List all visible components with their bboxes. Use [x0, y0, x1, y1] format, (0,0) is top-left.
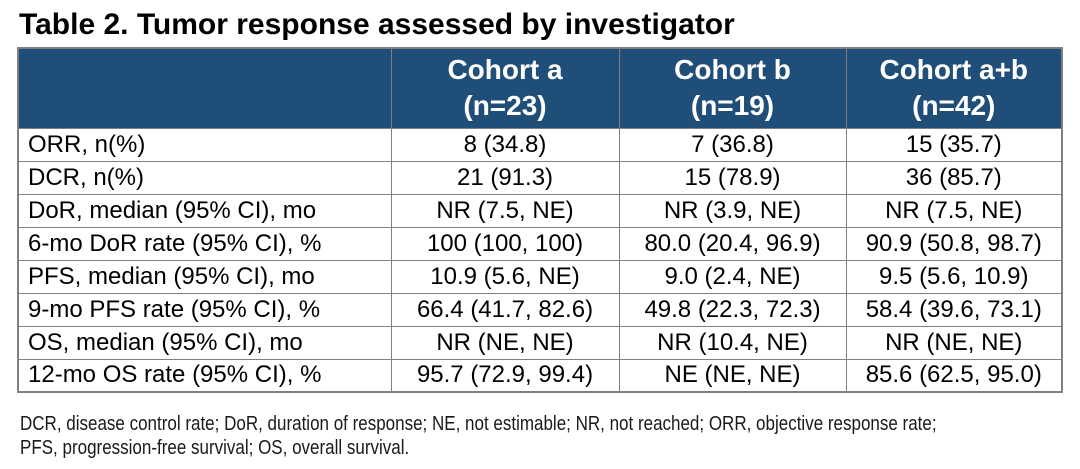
value-cell: 100 (100, 100): [390, 226, 620, 261]
value-cell: 80.0 (20.4, 96.9): [618, 226, 847, 261]
row-label: OS, median (95% CI), mo: [17, 325, 392, 360]
row-label: 9-mo PFS rate (95% CI), %: [17, 292, 392, 327]
table-row-dor-median: DoR, median (95% CI), mo NR (7.5, NE) NR…: [17, 193, 1063, 228]
header-cohort-a: Cohort a (n=23): [390, 47, 620, 129]
table-title: Table 2. Tumor response assessed by inve…: [19, 8, 735, 41]
value-cell: 90.9 (50.8, 98.7): [845, 226, 1063, 261]
cohort-b-n: (n=19): [690, 90, 775, 122]
value-cell: 9.0 (2.4, NE): [618, 259, 847, 294]
cohort-ab-name: Cohort a+b: [879, 54, 1029, 86]
table-header: Cohort a (n=23) Cohort b (n=19) Cohort a…: [17, 47, 1063, 129]
value-cell: NR (7.5, NE): [390, 193, 620, 228]
value-cell: 95.7 (72.9, 99.4): [390, 358, 620, 393]
value-cell: 9.5 (5.6, 10.9): [845, 259, 1063, 294]
value-cell: 49.8 (22.3, 72.3): [618, 292, 847, 327]
abbreviations-footnote: DCR, disease control rate; DoR, duration…: [20, 412, 937, 460]
tumor-response-table: Cohort a (n=23) Cohort b (n=19) Cohort a…: [17, 47, 1063, 393]
footnote-line-1: DCR, disease control rate; DoR, duration…: [20, 413, 937, 435]
value-cell: NR (7.5, NE): [845, 193, 1063, 228]
row-label: ORR, n(%): [17, 127, 392, 162]
value-cell: 66.4 (41.7, 82.6): [390, 292, 620, 327]
row-label: DoR, median (95% CI), mo: [17, 193, 392, 228]
table-row-os-median: OS, median (95% CI), mo NR (NE, NE) NR (…: [17, 325, 1063, 360]
cohort-ab-n: (n=42): [912, 90, 996, 122]
value-cell: 36 (85.7): [845, 160, 1063, 195]
row-label: 12-mo OS rate (95% CI), %: [17, 358, 392, 393]
table-row-orr: ORR, n(%) 8 (34.8) 7 (36.8) 15 (35.7): [17, 127, 1063, 162]
value-cell: 58.4 (39.6, 73.1): [845, 292, 1063, 327]
value-cell: 85.6 (62.5, 95.0): [845, 358, 1063, 393]
row-label: DCR, n(%): [17, 160, 392, 195]
cohort-a-n: (n=23): [463, 90, 547, 122]
cohort-b-name: Cohort b: [674, 54, 791, 86]
value-cell: 15 (78.9): [618, 160, 847, 195]
table-row-os-rate: 12-mo OS rate (95% CI), % 95.7 (72.9, 99…: [17, 358, 1063, 393]
value-cell: 7 (36.8): [618, 127, 847, 162]
table-row-dor-rate: 6-mo DoR rate (95% CI), % 100 (100, 100)…: [17, 226, 1063, 261]
value-cell: NR (NE, NE): [845, 325, 1063, 360]
row-label: PFS, median (95% CI), mo: [17, 259, 392, 294]
row-label: 6-mo DoR rate (95% CI), %: [17, 226, 392, 261]
header-cohort-ab: Cohort a+b (n=42): [845, 47, 1063, 129]
value-cell: 15 (35.7): [845, 127, 1063, 162]
value-cell: NR (10.4, NE): [618, 325, 847, 360]
value-cell: NR (3.9, NE): [618, 193, 847, 228]
table-row-pfs-median: PFS, median (95% CI), mo 10.9 (5.6, NE) …: [17, 259, 1063, 294]
footnote-line-2: PFS, progression-free survival; OS, over…: [20, 437, 410, 459]
table-row-dcr: DCR, n(%) 21 (91.3) 15 (78.9) 36 (85.7): [17, 160, 1063, 195]
header-row: Cohort a (n=23) Cohort b (n=19) Cohort a…: [17, 47, 1063, 129]
value-cell: NE (NE, NE): [618, 358, 847, 393]
table-row-pfs-rate: 9-mo PFS rate (95% CI), % 66.4 (41.7, 82…: [17, 292, 1063, 327]
cohort-a-name: Cohort a: [447, 54, 563, 86]
value-cell: 10.9 (5.6, NE): [390, 259, 620, 294]
header-corner-cell: [17, 47, 392, 129]
table-body: ORR, n(%) 8 (34.8) 7 (36.8) 15 (35.7) DC…: [17, 127, 1063, 393]
value-cell: 8 (34.8): [390, 127, 620, 162]
value-cell: NR (NE, NE): [390, 325, 620, 360]
value-cell: 21 (91.3): [390, 160, 620, 195]
header-cohort-b: Cohort b (n=19): [618, 47, 847, 129]
